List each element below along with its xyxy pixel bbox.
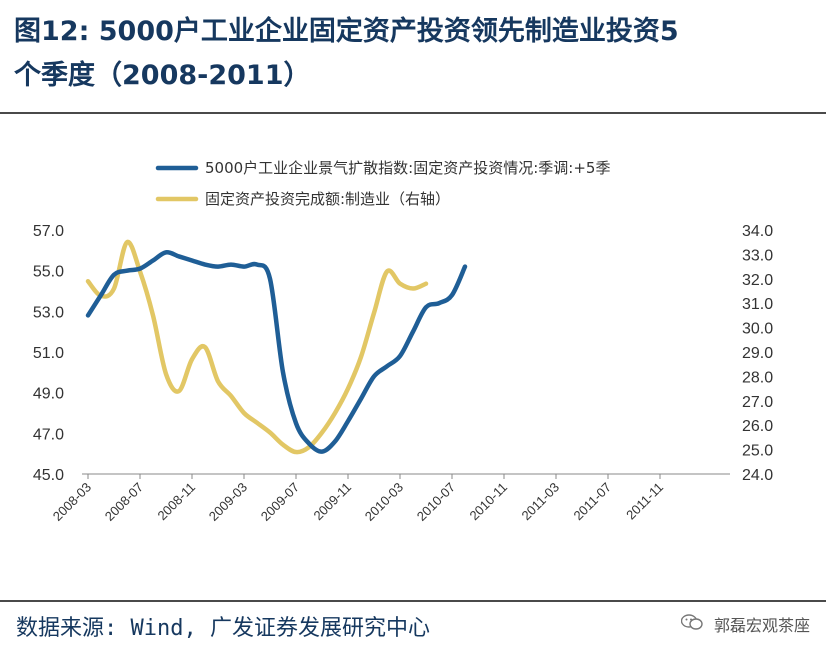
legend-label: 固定资产投资完成额:制造业（右轴） <box>205 190 450 208</box>
brand-name: 郭磊宏观茶座 <box>713 616 810 635</box>
chart-series <box>85 239 468 455</box>
x-axis-tick: 2009-07 <box>258 480 302 524</box>
x-axis-tick: 2009-11 <box>310 480 354 524</box>
x-axis-tick: 2011-07 <box>570 480 614 524</box>
right-axis-tick: 32.0 <box>742 272 773 289</box>
chart-title: 图12: 5000户工业企业固定资产投资领先制造业投资5 个季度（2008-20… <box>14 10 814 98</box>
left-axis-tick: 57.0 <box>33 223 64 240</box>
left-axis-tick: 45.0 <box>33 467 64 484</box>
wechat-icon <box>680 613 703 635</box>
right-axis-tick: 26.0 <box>742 418 773 435</box>
x-axis-tick: 2011-03 <box>518 480 562 524</box>
right-axis-tick: 29.0 <box>742 345 773 362</box>
title-line-1: 图12: 5000户工业企业固定资产投资领先制造业投资5 <box>14 16 679 47</box>
series-line-manufacturing-investment <box>85 239 429 455</box>
x-axis-tick: 2008-03 <box>50 480 94 524</box>
right-axis-tick: 30.0 <box>742 321 773 338</box>
left-axis-tick: 47.0 <box>33 426 64 443</box>
x-axis-tick: 2008-11 <box>154 480 198 524</box>
left-axis-tick: 53.0 <box>33 304 64 321</box>
right-axis-tick: 33.0 <box>742 247 773 264</box>
right-axis-tick: 28.0 <box>742 369 773 386</box>
legend-label: 5000户工业企业景气扩散指数:固定资产投资情况:季调:+5季 <box>205 159 610 177</box>
x-axis-tick: 2011-11 <box>623 480 666 523</box>
left-axis-tick: 51.0 <box>33 345 64 362</box>
right-axis-tick: 27.0 <box>742 394 773 411</box>
right-axis-tick: 24.0 <box>742 467 773 484</box>
series-line-diffusion-index <box>85 250 468 454</box>
right-axis-tick: 25.0 <box>742 443 773 460</box>
chart-legend: 5000户工业企业景气扩散指数:固定资产投资情况:季调:+5季固定资产投资完成额… <box>155 159 610 208</box>
bottom-divider <box>0 600 826 602</box>
right-axis-tick: 31.0 <box>742 296 773 313</box>
x-axis-tick: 2010-07 <box>414 480 458 524</box>
x-axis-tick: 2009-03 <box>206 480 250 524</box>
x-axis-tick: 2008-07 <box>102 480 146 524</box>
left-axis-tick: 49.0 <box>33 386 64 403</box>
source-note: 数据来源: Wind, 广发证券发展研究中心 <box>16 616 430 641</box>
right-axis-tick: 34.0 <box>742 223 773 240</box>
left-axis-tick: 55.0 <box>33 264 64 281</box>
title-line-2: 个季度（2008-2011） <box>14 60 311 91</box>
line-chart: 5000户工业企业景气扩散指数:固定资产投资情况:季调:+5季固定资产投资完成额… <box>33 159 773 524</box>
x-axis-tick: 2010-11 <box>466 480 510 524</box>
brand-badge: 郭磊宏观茶座 <box>680 612 810 636</box>
x-axis-tick: 2010-03 <box>362 480 406 524</box>
top-divider <box>0 112 826 114</box>
